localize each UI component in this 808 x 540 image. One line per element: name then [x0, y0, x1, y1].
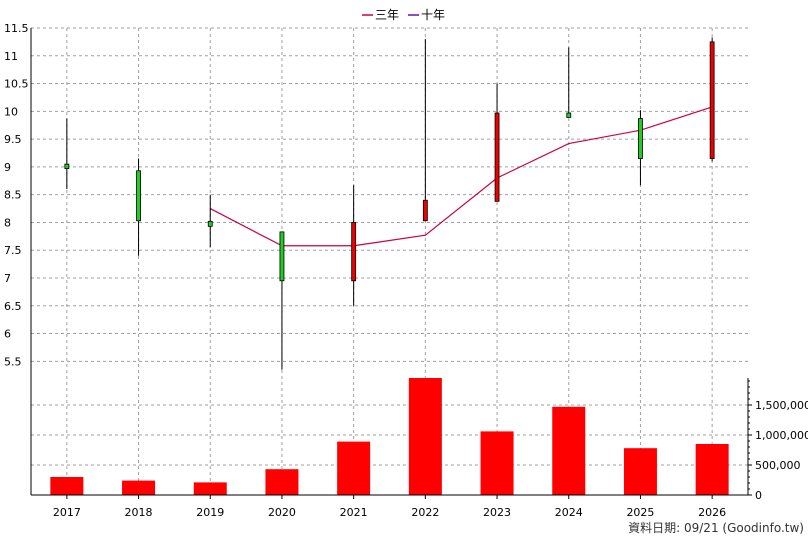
candle-body [351, 222, 357, 282]
x-tick-label: 2023 [483, 506, 511, 519]
x-tick-label: 2024 [555, 506, 583, 519]
x-tick-label: 2020 [268, 506, 296, 519]
legend-label-3yr: 三年 [375, 8, 399, 22]
price-tick-label: 5.5 [4, 355, 22, 368]
price-tick-label: 9.5 [4, 133, 22, 146]
candle-body [64, 163, 70, 169]
x-tick-label: 2021 [340, 506, 368, 519]
price-tick-label: 11 [4, 50, 18, 63]
volume-bar [50, 477, 84, 495]
x-tick-label: 2022 [411, 506, 439, 519]
volume-bar [480, 431, 514, 495]
price-tick-label: 10 [4, 105, 18, 118]
volume-bars [50, 378, 729, 495]
candle-body [136, 170, 141, 222]
data-date-credit: 資料日期: 09/21 (Goodinfo.tw) [628, 521, 804, 535]
ma-line-三年 [209, 106, 713, 247]
legend: 三年 十年 [362, 8, 445, 22]
volume-bar [695, 444, 729, 495]
volume-bar [265, 469, 299, 495]
candle-body [279, 231, 285, 282]
legend-label-10yr: 十年 [421, 8, 445, 22]
price-tick-label: 8 [4, 216, 11, 229]
moving-average-lines [209, 106, 713, 247]
price-tick-label: 10.5 [4, 78, 29, 91]
candle-body [566, 112, 572, 118]
axes: 5.5 6 6.5 7 7.5 8 8.5 9 9.5 10 10.5 11 11.5 0 500,000 1… [4, 22, 808, 519]
volume-bar [623, 448, 657, 495]
volume-bar [122, 480, 156, 495]
volume-bar [337, 441, 371, 495]
price-tick-label: 6 [4, 328, 11, 341]
x-tick-label: 2018 [125, 506, 153, 519]
volume-bar [552, 406, 586, 495]
price-tick-label: 9 [4, 161, 11, 174]
price-tick-label: 8.5 [4, 189, 22, 202]
price-tick-label: 7 [4, 272, 11, 285]
volume-bar [408, 378, 442, 495]
candle-body [709, 41, 715, 159]
volume-tick-label: 1,000,000 [755, 429, 808, 442]
price-tick-label: 6.5 [4, 300, 22, 313]
x-tick-label: 2019 [196, 506, 224, 519]
x-tick-label: 2026 [698, 506, 726, 519]
candle-body [638, 118, 643, 159]
candle-body [422, 199, 428, 222]
candle-body [207, 220, 213, 227]
grid [31, 27, 748, 495]
volume-bar [193, 482, 227, 495]
x-tick-label: 2025 [626, 506, 654, 519]
candles [64, 37, 715, 370]
price-tick-label: 11.5 [4, 22, 29, 35]
volume-tick-label: 0 [755, 489, 762, 502]
x-tick-label: 2017 [53, 506, 81, 519]
candle-body [494, 112, 500, 202]
volume-tick-label: 1,500,000 [755, 399, 808, 412]
price-tick-label: 7.5 [4, 244, 22, 257]
volume-tick-label: 500,000 [755, 459, 801, 472]
